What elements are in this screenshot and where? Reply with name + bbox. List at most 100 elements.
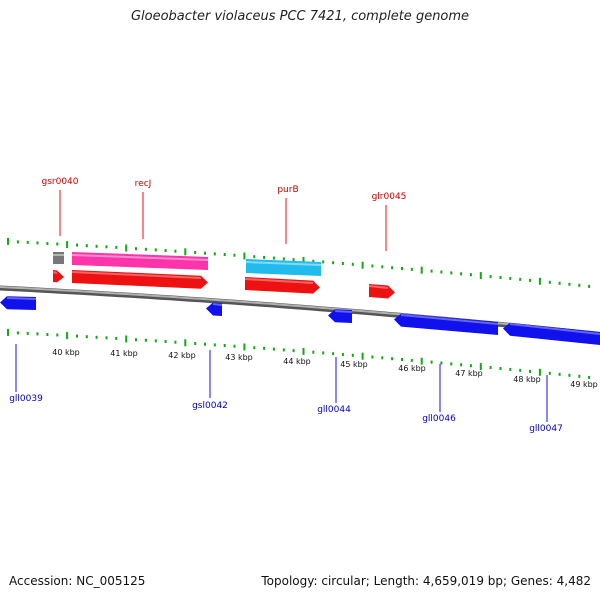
- kbp-tick-label: 44 kbp: [283, 357, 311, 366]
- ruler-tick-top: [588, 284, 591, 288]
- ruler-tick-bottom: [85, 335, 88, 339]
- ruler-tick-top: [450, 271, 453, 275]
- kbp-tick-label: 49 kbp: [570, 380, 598, 389]
- ruler-tick-bottom: [558, 372, 561, 376]
- ruler-tick-top: [115, 245, 118, 249]
- gene-recJ-highlight: [71, 271, 202, 279]
- ruler-tick-bottom: [430, 360, 433, 364]
- ruler-tick-top: [361, 261, 364, 269]
- gene-label-top[interactable]: purB: [277, 185, 298, 195]
- ruler-tick-top: [174, 249, 177, 253]
- gene-label-bottom[interactable]: gll0046: [422, 414, 456, 424]
- gene-label-bottom[interactable]: gll0047: [529, 424, 563, 434]
- ruler-tick-bottom: [26, 331, 29, 335]
- ruler-tick-bottom: [56, 333, 59, 337]
- ruler-tick-top: [135, 247, 137, 251]
- ruler-tick-top: [558, 281, 561, 285]
- gene-gll0044[interactable]: [328, 309, 352, 323]
- ruler-tick-top: [489, 275, 492, 279]
- ruler-tick-top: [7, 237, 9, 245]
- ruler-tick-bottom: [410, 358, 413, 362]
- ruler-tick-bottom: [243, 343, 246, 351]
- kbp-tick-label: 40 kbp: [52, 348, 80, 357]
- ruler-tick-top: [341, 262, 344, 265]
- gene-label-top[interactable]: gsr0040: [41, 177, 78, 187]
- ruler-tick-bottom: [125, 335, 128, 343]
- ruler-tick-bottom: [204, 342, 206, 346]
- ruler-tick-top: [253, 255, 256, 259]
- kbp-tick-label: 45 kbp: [340, 360, 368, 369]
- ruler-tick-bottom: [371, 355, 374, 359]
- gene-label-bottom[interactable]: gll0039: [9, 394, 43, 404]
- ruler-tick-top: [371, 264, 374, 268]
- ruler-tick-top: [26, 240, 29, 244]
- gene-glr0045[interactable]: [369, 284, 395, 299]
- ruler-tick-bottom: [332, 352, 335, 356]
- ruler-tick-top: [76, 243, 78, 247]
- gene-gsl0042-highlight: [212, 303, 223, 306]
- gene-label-bottom[interactable]: gll0044: [317, 405, 351, 415]
- ruler-tick-top: [479, 272, 482, 280]
- ruler-tick-bottom: [66, 332, 69, 340]
- feature-recJ[interactable]: [72, 252, 208, 270]
- ruler-tick-top: [509, 276, 512, 280]
- ruler-tick-bottom: [272, 347, 275, 351]
- ruler-tick-top: [469, 273, 472, 277]
- ruler-tick-top: [154, 248, 157, 252]
- gene-gll0039[interactable]: [0, 296, 36, 310]
- ruler-tick-top: [460, 272, 463, 276]
- ruler-tick-top: [322, 260, 325, 264]
- feature-purB[interactable]: [246, 259, 321, 276]
- gene-purB-highlight: [244, 278, 314, 284]
- genome-title: Gloeobacter violaceus PCC 7421, complete…: [130, 9, 470, 24]
- ruler-tick-bottom: [361, 352, 364, 360]
- ruler-tick-top: [420, 266, 423, 274]
- ruler-tick-bottom: [105, 336, 108, 340]
- ruler-tick-bottom: [223, 344, 226, 347]
- ruler-tick-top: [440, 270, 443, 274]
- ruler-tick-bottom: [174, 340, 177, 344]
- ruler-tick-bottom: [401, 358, 403, 361]
- ruler-tick-top: [105, 245, 108, 249]
- gene-recJ[interactable]: [72, 270, 208, 289]
- ruler-tick-top: [46, 242, 49, 245]
- ruler-tick-top: [56, 242, 59, 246]
- ruler-tick-bottom: [135, 338, 137, 342]
- ruler-tick-top: [184, 248, 187, 256]
- ruler-tick-bottom: [322, 351, 325, 355]
- ruler-tick-top: [381, 265, 384, 269]
- gene-gll0047[interactable]: [503, 322, 600, 345]
- ruler-tick-top: [204, 251, 206, 255]
- gene-label-top[interactable]: recJ: [135, 179, 152, 189]
- ruler-tick-bottom: [115, 336, 118, 340]
- kbp-tick-label: 42 kbp: [168, 351, 196, 360]
- gene-gsl0042[interactable]: [206, 302, 222, 316]
- ruler-tick-top: [223, 253, 226, 256]
- ruler-tick-top: [548, 280, 551, 284]
- ruler-tick-bottom: [548, 371, 551, 375]
- ruler-tick-top: [430, 269, 433, 273]
- gene-label-top[interactable]: glr0045: [372, 192, 407, 202]
- gene-gsr0040[interactable]: [53, 270, 64, 283]
- ruler-tick-bottom: [253, 346, 256, 350]
- gene-label-bottom[interactable]: gsl0042: [192, 401, 228, 411]
- ruler-tick-top: [391, 266, 394, 270]
- ruler-tick-bottom: [479, 363, 482, 371]
- ruler-tick-bottom: [312, 350, 315, 354]
- ruler-tick-top: [85, 244, 88, 248]
- ruler-tick-bottom: [538, 368, 541, 376]
- gene-gll0046[interactable]: [394, 313, 498, 335]
- ruler-tick-top: [578, 283, 581, 287]
- ruler-tick-top: [233, 253, 236, 257]
- kbp-tick-label: 43 kbp: [225, 353, 253, 362]
- ruler-tick-top: [302, 256, 305, 264]
- gene-purB[interactable]: [245, 277, 320, 294]
- genome-backbone-highlight: [0, 286, 600, 335]
- ruler-tick-top: [499, 276, 502, 279]
- gene-gll0039-highlight: [6, 297, 37, 300]
- ruler-tick-top: [519, 277, 522, 281]
- feature-gsr0040[interactable]: [53, 252, 64, 264]
- ruler-tick-bottom: [76, 334, 78, 338]
- ruler-tick-bottom: [460, 363, 463, 367]
